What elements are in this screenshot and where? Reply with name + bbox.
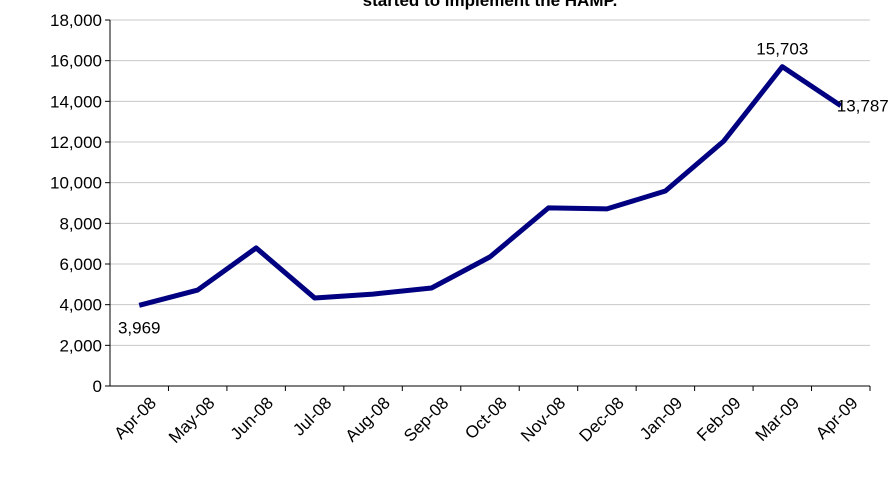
- x-tick-label: Apr-09: [812, 393, 862, 443]
- x-tick-label: Sep-08: [400, 393, 452, 445]
- x-tick-label: Dec-08: [576, 393, 628, 445]
- x-tick-label: May-08: [165, 393, 219, 447]
- data-line: [138, 64, 843, 308]
- y-tick-label: 18,000: [50, 11, 102, 30]
- x-tick-label: Jul-08: [289, 393, 335, 439]
- y-tick-label: 6,000: [59, 255, 102, 274]
- y-tick-label: 2,000: [59, 336, 102, 355]
- y-tick-label: 4,000: [59, 296, 102, 315]
- y-tick-label: 10,000: [50, 174, 102, 193]
- y-tick-label: 14,000: [50, 92, 102, 111]
- data-label: 15,703: [756, 40, 808, 59]
- chart-title: started to implement the HAMP.: [363, 0, 618, 10]
- y-tick-label: 0: [93, 377, 102, 396]
- x-tick-label: Feb-09: [693, 393, 745, 445]
- y-tick-label: 8,000: [59, 214, 102, 233]
- x-tick-label: Oct-08: [461, 393, 511, 443]
- y-tick-label: 12,000: [50, 133, 102, 152]
- x-tick-label: Mar-09: [752, 393, 804, 445]
- data-label: 3,969: [118, 318, 161, 337]
- data-label: 13,787: [837, 97, 889, 116]
- x-tick-label: Aug-08: [342, 393, 394, 445]
- x-tick-label: Jan-09: [636, 393, 686, 443]
- x-tick-label: Nov-08: [517, 393, 569, 445]
- x-tick-label: Apr-08: [111, 393, 161, 443]
- y-tick-label: 16,000: [50, 52, 102, 71]
- x-tick-label: Jun-08: [227, 393, 277, 443]
